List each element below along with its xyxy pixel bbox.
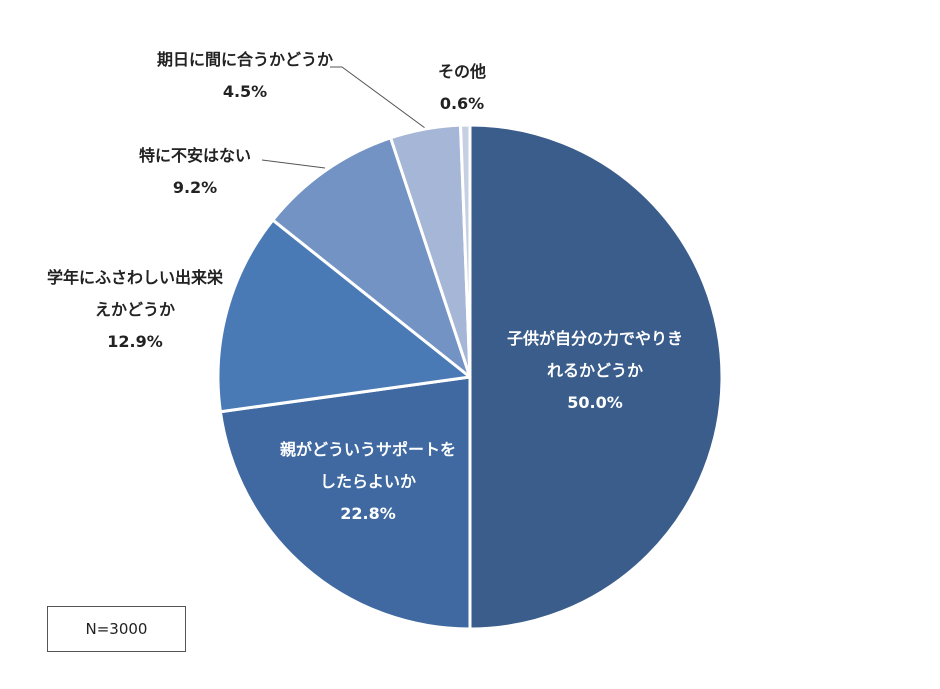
category-label: その他	[437, 62, 486, 81]
value-label: 12.9%	[107, 332, 163, 351]
pie-slice	[468, 123, 724, 631]
pie-slice	[218, 375, 472, 631]
leader-line	[261, 159, 326, 169]
category-label: 期日に間に合うかどうか	[156, 50, 333, 69]
value-label: 9.2%	[172, 178, 218, 197]
slice-label: 期日に間に合うかどうか 4.5%	[145, 44, 345, 108]
slice-label: 子供が自分の力でやりきれるかどうか 50.0%	[505, 323, 685, 419]
sample-size-note: N=3000	[47, 606, 186, 652]
slice-label: 学年にふさわしい出来栄えかどうか 12.9%	[40, 262, 230, 358]
leader-line	[330, 66, 426, 129]
category-label: 学年にふさわしい出来栄えかどうか	[46, 268, 223, 319]
pie-slice	[271, 136, 472, 379]
value-label: 4.5%	[222, 82, 268, 101]
category-label: 子供が自分の力でやりきれるかどうか	[506, 329, 683, 380]
pie-slice	[216, 218, 472, 414]
value-label: 22.8%	[340, 504, 396, 523]
pie-slice	[459, 123, 472, 379]
slice-label: その他 0.6%	[412, 56, 512, 120]
slice-label: 特に不安はない 9.2%	[115, 140, 275, 204]
value-label: 50.0%	[567, 393, 623, 412]
slice-label: 親がどういうサポートをしたらよいか 22.8%	[278, 434, 458, 530]
category-label: 特に不安はない	[138, 146, 251, 165]
value-label: 0.6%	[439, 94, 485, 113]
category-label: 親がどういうサポートをしたらよいか	[279, 440, 456, 491]
